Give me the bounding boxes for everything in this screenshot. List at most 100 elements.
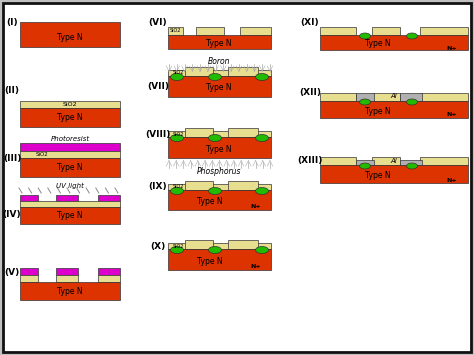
Ellipse shape [209, 73, 221, 81]
Ellipse shape [359, 33, 371, 39]
Ellipse shape [171, 187, 183, 195]
Text: Type N: Type N [57, 164, 83, 173]
Text: Type N: Type N [57, 33, 83, 42]
Bar [400, 160, 422, 165]
Text: UV light: UV light [56, 183, 84, 189]
Text: Photoresist: Photoresist [50, 136, 90, 142]
Bar [356, 160, 374, 165]
Bar [372, 27, 400, 35]
Ellipse shape [209, 187, 221, 195]
Bar [56, 268, 78, 275]
Bar [372, 157, 400, 165]
Text: (X): (X) [150, 242, 165, 251]
Text: Type N: Type N [206, 144, 232, 153]
Ellipse shape [407, 33, 418, 39]
Bar [20, 151, 120, 158]
Text: Al: Al [391, 93, 397, 99]
Ellipse shape [255, 187, 268, 195]
Bar [168, 137, 271, 158]
Text: Type N: Type N [365, 106, 391, 115]
Bar [320, 93, 356, 101]
Text: Type N: Type N [57, 212, 83, 220]
Bar [20, 201, 120, 207]
Text: SiO2: SiO2 [36, 153, 48, 158]
Text: (VII): (VII) [147, 82, 169, 92]
Text: N+: N+ [447, 178, 457, 182]
Bar [20, 143, 120, 151]
Text: Type N: Type N [206, 38, 232, 48]
Bar [20, 268, 38, 275]
Text: SiO2: SiO2 [173, 244, 184, 248]
Ellipse shape [255, 246, 268, 253]
Bar [20, 207, 120, 224]
Bar [185, 67, 213, 76]
Bar [168, 190, 271, 210]
Bar [56, 195, 78, 201]
Bar [228, 240, 258, 249]
Bar [20, 275, 38, 282]
Bar [20, 108, 120, 127]
Text: (VIII): (VIII) [146, 130, 171, 138]
Text: (XII): (XII) [299, 88, 321, 98]
Text: (III): (III) [3, 154, 21, 164]
Text: (XIII): (XIII) [297, 155, 323, 164]
Text: N+: N+ [251, 264, 261, 269]
Ellipse shape [171, 135, 183, 142]
Bar [98, 195, 120, 201]
Ellipse shape [255, 73, 268, 81]
Bar [320, 35, 468, 50]
Bar [372, 93, 400, 101]
Ellipse shape [407, 99, 418, 105]
Text: SiO2: SiO2 [169, 28, 181, 33]
Bar [240, 27, 271, 35]
Text: Phosphorus: Phosphorus [197, 168, 241, 176]
Text: SiO2: SiO2 [173, 131, 184, 137]
Text: (I): (I) [6, 18, 18, 27]
Text: Type N: Type N [197, 197, 223, 206]
Bar [168, 131, 271, 137]
Text: (V): (V) [4, 268, 19, 278]
Bar [168, 184, 271, 190]
Text: N+: N+ [251, 204, 261, 209]
Bar [20, 22, 120, 47]
Ellipse shape [359, 163, 371, 169]
Bar [168, 35, 271, 49]
Bar [98, 275, 120, 282]
Text: Type N: Type N [365, 171, 391, 180]
Bar [20, 158, 120, 177]
Bar [320, 157, 356, 165]
Text: Type N: Type N [57, 114, 83, 122]
Text: SiO2: SiO2 [63, 102, 77, 106]
Bar [185, 181, 213, 190]
Bar [420, 157, 468, 165]
Bar [20, 195, 38, 201]
Text: Type N: Type N [206, 83, 232, 93]
Text: Al: Al [391, 158, 397, 164]
Text: (VI): (VI) [149, 18, 167, 27]
Bar [168, 76, 271, 97]
Text: SiO2: SiO2 [173, 185, 184, 190]
Bar [98, 268, 120, 275]
Bar [420, 93, 468, 101]
Ellipse shape [255, 135, 268, 142]
Text: (XI): (XI) [301, 18, 319, 27]
Bar [356, 93, 374, 101]
Text: Type N: Type N [365, 39, 391, 49]
Text: (IV): (IV) [3, 211, 21, 219]
Bar [168, 243, 271, 249]
Text: N+: N+ [447, 113, 457, 118]
Bar [168, 27, 183, 35]
Ellipse shape [171, 73, 183, 81]
Bar [228, 128, 258, 137]
Bar [420, 27, 468, 35]
Text: SiO2: SiO2 [173, 71, 184, 76]
Text: (IX): (IX) [149, 182, 167, 191]
Ellipse shape [209, 246, 221, 253]
Text: Type N: Type N [197, 257, 223, 266]
Bar [196, 27, 224, 35]
Bar [320, 101, 468, 118]
Text: Type N: Type N [57, 286, 83, 295]
Ellipse shape [171, 246, 183, 253]
Ellipse shape [209, 135, 221, 142]
Bar [228, 181, 258, 190]
